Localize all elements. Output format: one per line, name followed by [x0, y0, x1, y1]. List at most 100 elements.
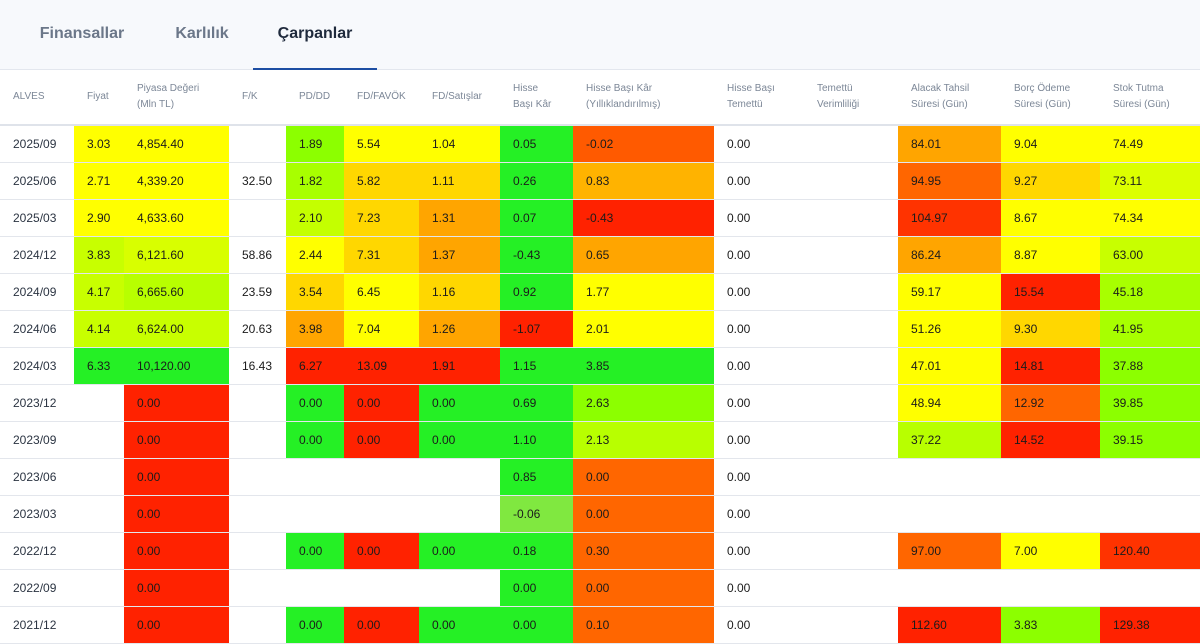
column-header-11[interactable]: Alacak Tahsil Süresi (Gün)	[898, 70, 1001, 126]
period-cell: 2023/06	[0, 458, 74, 496]
table-cell: 0.00	[124, 495, 229, 533]
table-cell: 3.54	[286, 273, 344, 311]
column-header-8[interactable]: Hisse Başı Kâr (Yıllıklandırılmış)	[573, 70, 714, 126]
table-cell: 7.23	[344, 199, 419, 237]
column-header-2[interactable]: Piyasa Değeri (Mln TL)	[124, 70, 229, 126]
table-cell: 112.60	[898, 606, 1001, 644]
table-cell: 9.27	[1001, 162, 1100, 200]
table-cell: 4,854.40	[124, 125, 229, 163]
table-cell: 6,121.60	[124, 236, 229, 274]
table-cell	[1001, 458, 1100, 496]
table-cell: 48.94	[898, 384, 1001, 422]
active-tab-indicator	[253, 68, 377, 70]
table-cell: 74.34	[1100, 199, 1200, 237]
table-cell	[229, 606, 286, 644]
table-cell: 0.00	[286, 606, 344, 644]
column-header-13[interactable]: Stok Tutma Süresi (Gün)	[1100, 70, 1200, 126]
table-cell: 2.63	[573, 384, 714, 422]
column-header-4[interactable]: PD/DD	[286, 70, 344, 126]
table-cell: 1.04	[419, 125, 500, 163]
table-cell: 4.17	[74, 273, 124, 311]
table-cell	[1100, 458, 1200, 496]
column-header-7[interactable]: Hisse Başı Kâr	[500, 70, 573, 126]
table-cell: 0.00	[419, 606, 500, 644]
table-cell: 3.83	[74, 236, 124, 274]
table-cell	[74, 569, 124, 607]
table-cell	[804, 310, 898, 348]
table-cell	[74, 495, 124, 533]
table-cell	[229, 125, 286, 163]
table-cell	[804, 347, 898, 385]
table-cell: 84.01	[898, 125, 1001, 163]
table-row: 2022/12 0.00 0.00 0.00 0.00 0.18 0.30 0.00 97.00…	[0, 532, 1200, 570]
table-cell: 0.69	[500, 384, 573, 422]
column-header-5[interactable]: FD/FAVÖK	[344, 70, 419, 126]
table-cell	[804, 125, 898, 163]
table-cell: 6,624.00	[124, 310, 229, 348]
tab-carpanlar[interactable]: Çarpanlar	[277, 25, 353, 42]
table-cell: 0.07	[500, 199, 573, 237]
table-cell: 0.00	[573, 458, 714, 496]
table-cell: 0.00	[714, 458, 804, 496]
table-cell: 0.00	[286, 384, 344, 422]
table-cell: 0.65	[573, 236, 714, 274]
table-cell: 63.00	[1100, 236, 1200, 274]
table-cell: 0.00	[714, 569, 804, 607]
table-row: 2023/12 0.00 0.00 0.00 0.00 0.69 2.63 0.00 48.94…	[0, 384, 1200, 422]
table-cell: 41.95	[1100, 310, 1200, 348]
table-cell: 0.10	[573, 606, 714, 644]
column-header-12[interactable]: Borç Ödeme Süresi (Gün)	[1001, 70, 1100, 126]
period-cell: 2023/12	[0, 384, 74, 422]
table-cell	[229, 495, 286, 533]
table-cell: 0.00	[344, 532, 419, 570]
table-cell: 0.83	[573, 162, 714, 200]
column-header-6[interactable]: FD/Satışlar	[419, 70, 500, 126]
tab-finansallar[interactable]: Finansallar	[39, 25, 125, 42]
table-cell: 37.22	[898, 421, 1001, 459]
table-cell: 10,120.00	[124, 347, 229, 385]
table-cell	[229, 532, 286, 570]
table-cell: 94.95	[898, 162, 1001, 200]
table-cell	[74, 421, 124, 459]
column-header-1[interactable]: Fiyat	[74, 70, 124, 126]
table-cell: 2.13	[573, 421, 714, 459]
column-header-3[interactable]: F/K	[229, 70, 286, 126]
table-row: 2023/03 0.00 -0.06 0.00 0.00	[0, 495, 1200, 533]
table-cell: 1.31	[419, 199, 500, 237]
table-cell: 7.00	[1001, 532, 1100, 570]
table-cell: 1.82	[286, 162, 344, 200]
table-cell: 0.00	[124, 569, 229, 607]
table-cell: 0.00	[124, 458, 229, 496]
table-cell: 0.26	[500, 162, 573, 200]
table-cell: 15.54	[1001, 273, 1100, 311]
table-cell	[419, 495, 500, 533]
table-body: 2025/09 3.03 4,854.40 1.89 5.54 1.04 0.05 -0.02…	[0, 125, 1200, 644]
table-cell: 0.05	[500, 125, 573, 163]
table-cell: 74.49	[1100, 125, 1200, 163]
period-cell: 2025/09	[0, 125, 74, 163]
table-cell	[1100, 495, 1200, 533]
column-header-9[interactable]: Hisse Başı Temettü	[714, 70, 804, 126]
table-cell: 0.00	[286, 421, 344, 459]
period-cell: 2023/03	[0, 495, 74, 533]
table-cell: 6.33	[74, 347, 124, 385]
table-cell	[1001, 569, 1100, 607]
period-cell: 2024/03	[0, 347, 74, 385]
table-cell: 129.38	[1100, 606, 1200, 644]
table-cell: 97.00	[898, 532, 1001, 570]
table-cell	[344, 569, 419, 607]
table-cell	[804, 236, 898, 274]
table-cell: 2.44	[286, 236, 344, 274]
tab-karlilik[interactable]: Karlılık	[175, 25, 229, 42]
table-cell: 9.04	[1001, 125, 1100, 163]
table-cell: 0.00	[419, 384, 500, 422]
column-header-10[interactable]: Temettü Verimliliği	[804, 70, 898, 126]
table-row: 2022/09 0.00 0.00 0.00 0.00	[0, 569, 1200, 607]
period-cell: 2022/12	[0, 532, 74, 570]
column-header-0[interactable]: ALVES	[0, 70, 74, 126]
table-cell: 8.87	[1001, 236, 1100, 274]
table-cell	[229, 569, 286, 607]
table-cell	[898, 458, 1001, 496]
table-cell	[804, 199, 898, 237]
table-cell: 86.24	[898, 236, 1001, 274]
